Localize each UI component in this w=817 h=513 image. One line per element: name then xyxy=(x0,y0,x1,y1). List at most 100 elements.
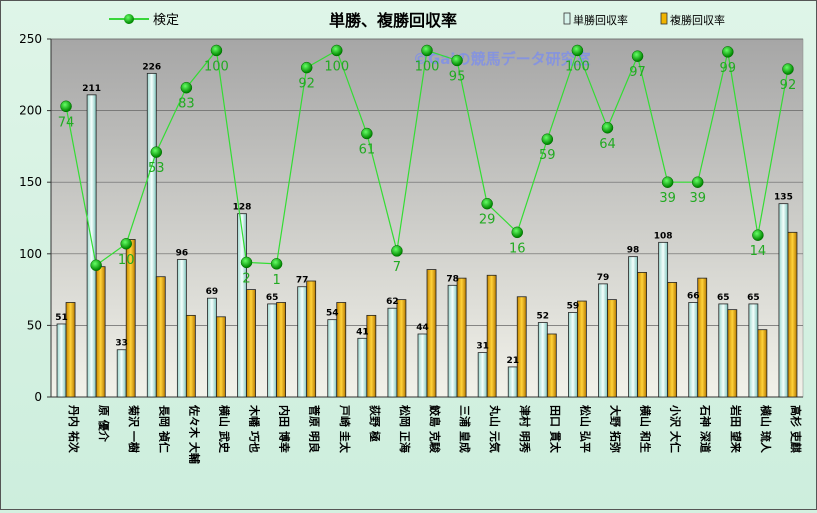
x-tick-label-group: 長岡 禎仁 xyxy=(157,405,171,453)
bar-value-label: 21 xyxy=(506,356,519,366)
x-tick-label-group: 小沢 大仁 xyxy=(669,404,683,453)
kentei-label: 83 xyxy=(178,97,195,112)
kentei-point xyxy=(60,100,72,113)
x-tick-label-group: 大野 拓弥 xyxy=(608,405,622,453)
x-tick-label: 横山 琉人 xyxy=(759,405,773,454)
bar-value-label: 128 xyxy=(233,203,252,213)
x-tick-label-group: 丸山 元気 xyxy=(488,404,502,453)
kentei-point xyxy=(782,63,794,75)
bar-tansho xyxy=(447,284,458,398)
bar-tansho xyxy=(176,259,187,398)
legend-marker-icon xyxy=(124,14,134,24)
watermark: ©Gaiの競馬データ研究室 xyxy=(413,50,591,68)
x-tick-label: 内田 博幸 xyxy=(278,405,292,453)
bar-value-label: 96 xyxy=(176,249,189,259)
bar-tansho xyxy=(537,322,548,398)
bar-value-label: 65 xyxy=(717,293,730,303)
y-tick-label: 100 xyxy=(19,247,42,261)
bar-tansho xyxy=(86,94,97,398)
x-tick-label-group: 木幡 巧也 xyxy=(248,404,262,453)
legend-item-line: 検定 xyxy=(109,13,179,28)
x-tick-label: 松山 弘平 xyxy=(578,405,592,453)
bar-fukusho xyxy=(366,314,377,398)
bar-tansho xyxy=(778,203,789,398)
bar-tansho xyxy=(688,302,699,398)
bar-value-labels: 5121133226966912865775441624478312152597… xyxy=(55,62,793,366)
kentei-label: 92 xyxy=(298,77,315,92)
kentei-label: 59 xyxy=(539,148,556,163)
bar-value-label: 62 xyxy=(386,297,399,307)
x-tick-label: 鮫島 克駿 xyxy=(428,405,442,454)
kentei-point xyxy=(601,122,614,134)
x-tick-label: 長岡 禎仁 xyxy=(157,405,171,453)
bar-fukusho xyxy=(577,300,587,398)
kentei-point xyxy=(240,256,253,269)
bar-fukusho xyxy=(757,329,768,398)
bar-fukusho xyxy=(276,302,287,398)
legend-swatch-tansho xyxy=(563,12,571,25)
bar-value-label: 41 xyxy=(356,327,369,337)
legend-label-line: 検定 xyxy=(153,13,179,28)
x-tick-label-group: 荻野 極 xyxy=(368,405,382,442)
x-tick-label-group: 内田 博幸 xyxy=(278,405,292,453)
kentei-point xyxy=(541,133,554,145)
x-tick-label: 横山 武史 xyxy=(217,405,231,454)
x-tick-label: 横山 和生 xyxy=(639,405,653,453)
x-tick-label-group: 原 優介 xyxy=(97,405,111,443)
kentei-label: 1 xyxy=(272,273,280,288)
x-tick-label: 高杉 吏麒 xyxy=(789,405,803,453)
legend-item-fukusho: 複勝回収率 xyxy=(660,12,725,27)
chart-title: 単勝、複勝回収率 xyxy=(329,11,457,30)
kentei-label: 16 xyxy=(509,241,526,256)
line-series: 74 10 53 83 100 2 1 92 100 61 7 100 95 29 16 59 100 64 97 3… xyxy=(58,44,796,288)
bar-tansho xyxy=(507,366,518,398)
kentei-label: 29 xyxy=(479,213,496,228)
bar-fukusho xyxy=(486,274,497,398)
kentei-label: 39 xyxy=(689,191,706,206)
x-tick-label: 津村 明秀 xyxy=(518,405,532,453)
kentei-label: 100 xyxy=(565,59,590,74)
x-axis-labels: 丹内 祐次 原 優介 菊沢 一樹 長岡 禎仁 佐々木 大輔 横山 武史 木幡 巧也 内田 博幸… xyxy=(67,404,803,464)
bar-tansho xyxy=(207,297,217,398)
kentei-point xyxy=(691,176,704,188)
bar-series xyxy=(56,72,798,398)
bar-fukusho xyxy=(697,277,708,398)
bar-value-label: 33 xyxy=(115,339,128,349)
kentei-point xyxy=(270,258,283,270)
bar-tansho xyxy=(628,256,638,398)
kentei-point xyxy=(421,44,433,57)
x-tick-label-group: 横山 琉人 xyxy=(759,405,773,454)
bar-fukusho xyxy=(727,309,738,398)
x-tick-label: 岩田 望来 xyxy=(729,404,743,454)
legend-swatch-fukusho xyxy=(660,12,668,25)
bar-tansho xyxy=(116,349,127,398)
x-tick-label: 丸山 元気 xyxy=(488,404,502,453)
x-tick-label: 原 優介 xyxy=(97,405,111,443)
kentei-label: 2 xyxy=(242,271,250,286)
x-tick-label-group: 石神 深道 xyxy=(699,404,713,453)
bar-value-label: 54 xyxy=(326,309,339,319)
x-tick-label-group: 三浦 皇成 xyxy=(458,405,472,453)
kentei-point xyxy=(331,44,343,57)
x-tick-label-group: 丹内 祐次 xyxy=(67,405,81,453)
bar-fukusho xyxy=(336,302,347,398)
x-tick-label: 三浦 皇成 xyxy=(458,405,472,453)
bar-value-label: 98 xyxy=(627,246,640,256)
kentei-point xyxy=(451,54,463,67)
bar-value-label: 44 xyxy=(416,323,429,333)
kentei-point xyxy=(752,229,764,241)
bar-value-label: 65 xyxy=(747,293,760,303)
kentei-point xyxy=(180,81,193,94)
bar-fukusho xyxy=(306,280,317,398)
y-tick-label: 50 xyxy=(27,318,42,332)
legend-item-tansho: 単勝回収率 xyxy=(563,12,628,27)
x-tick-label-group: 菅原 明良 xyxy=(308,405,322,453)
kentei-label: 100 xyxy=(204,59,229,74)
kentei-label: 14 xyxy=(750,244,767,259)
bar-fukusho xyxy=(65,302,76,398)
bar-tansho xyxy=(658,241,669,398)
kentei-label: 10 xyxy=(118,253,135,268)
bar-fukusho xyxy=(125,239,136,398)
bar-tansho xyxy=(477,352,488,398)
